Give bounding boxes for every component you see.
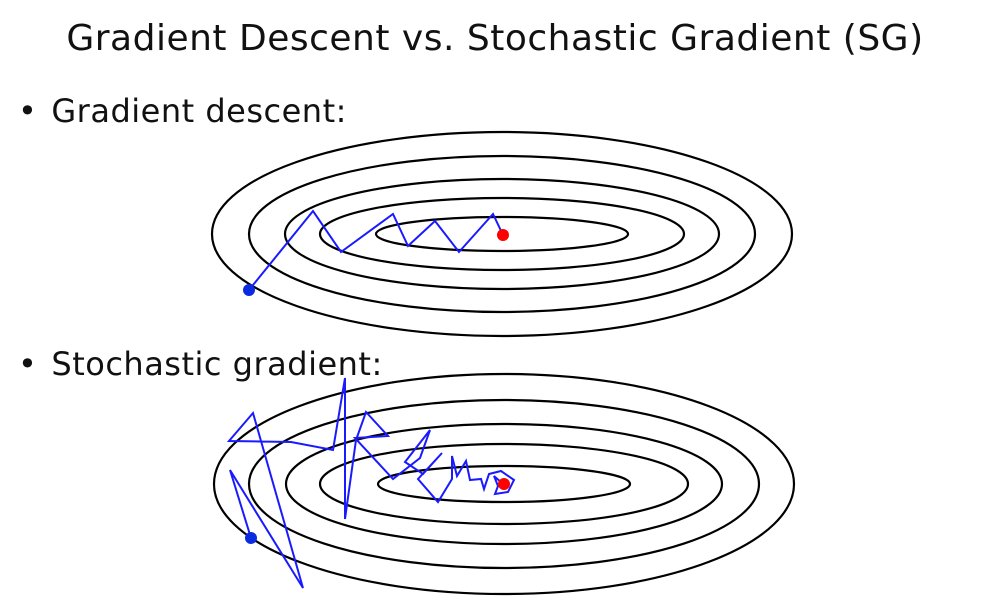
- gd-descent-path: [248, 209, 504, 291]
- bullet-label-gradient-descent: Gradient descent:: [51, 92, 347, 130]
- sg-start-point: [245, 532, 257, 544]
- gd-contour-lines: [210, 130, 794, 338]
- sg-contour-lines: [212, 372, 796, 596]
- sg-contour-3: [284, 422, 724, 546]
- bullet-dot: •: [18, 92, 38, 130]
- sg-contour-5: [376, 464, 632, 504]
- gradient-descent-diagram: [210, 130, 794, 338]
- sg-contour-1: [212, 372, 796, 596]
- bullet-stochastic-gradient: • Stochastic gradient:: [18, 345, 383, 383]
- gd-contour-3: [283, 177, 721, 291]
- sg-descent-path: [226, 377, 516, 589]
- gd-contour-5: [374, 215, 630, 253]
- gd-contour-4: [318, 196, 686, 272]
- sg-contour-4: [318, 442, 690, 526]
- gd-contour-2: [247, 154, 757, 314]
- bullet-dot: •: [18, 345, 38, 383]
- gd-contour-1: [210, 130, 794, 338]
- slide-title: Gradient Descent vs. Stochastic Gradient…: [66, 18, 924, 59]
- stochastic-gradient-diagram: [212, 372, 796, 596]
- bullet-gradient-descent: • Gradient descent:: [18, 92, 347, 130]
- sg-optimum-point: [498, 478, 510, 490]
- sg-contour-2: [247, 398, 761, 570]
- gd-optimum-point: [497, 229, 509, 241]
- bullet-label-stochastic-gradient: Stochastic gradient:: [51, 345, 383, 383]
- gd-start-point: [243, 284, 255, 296]
